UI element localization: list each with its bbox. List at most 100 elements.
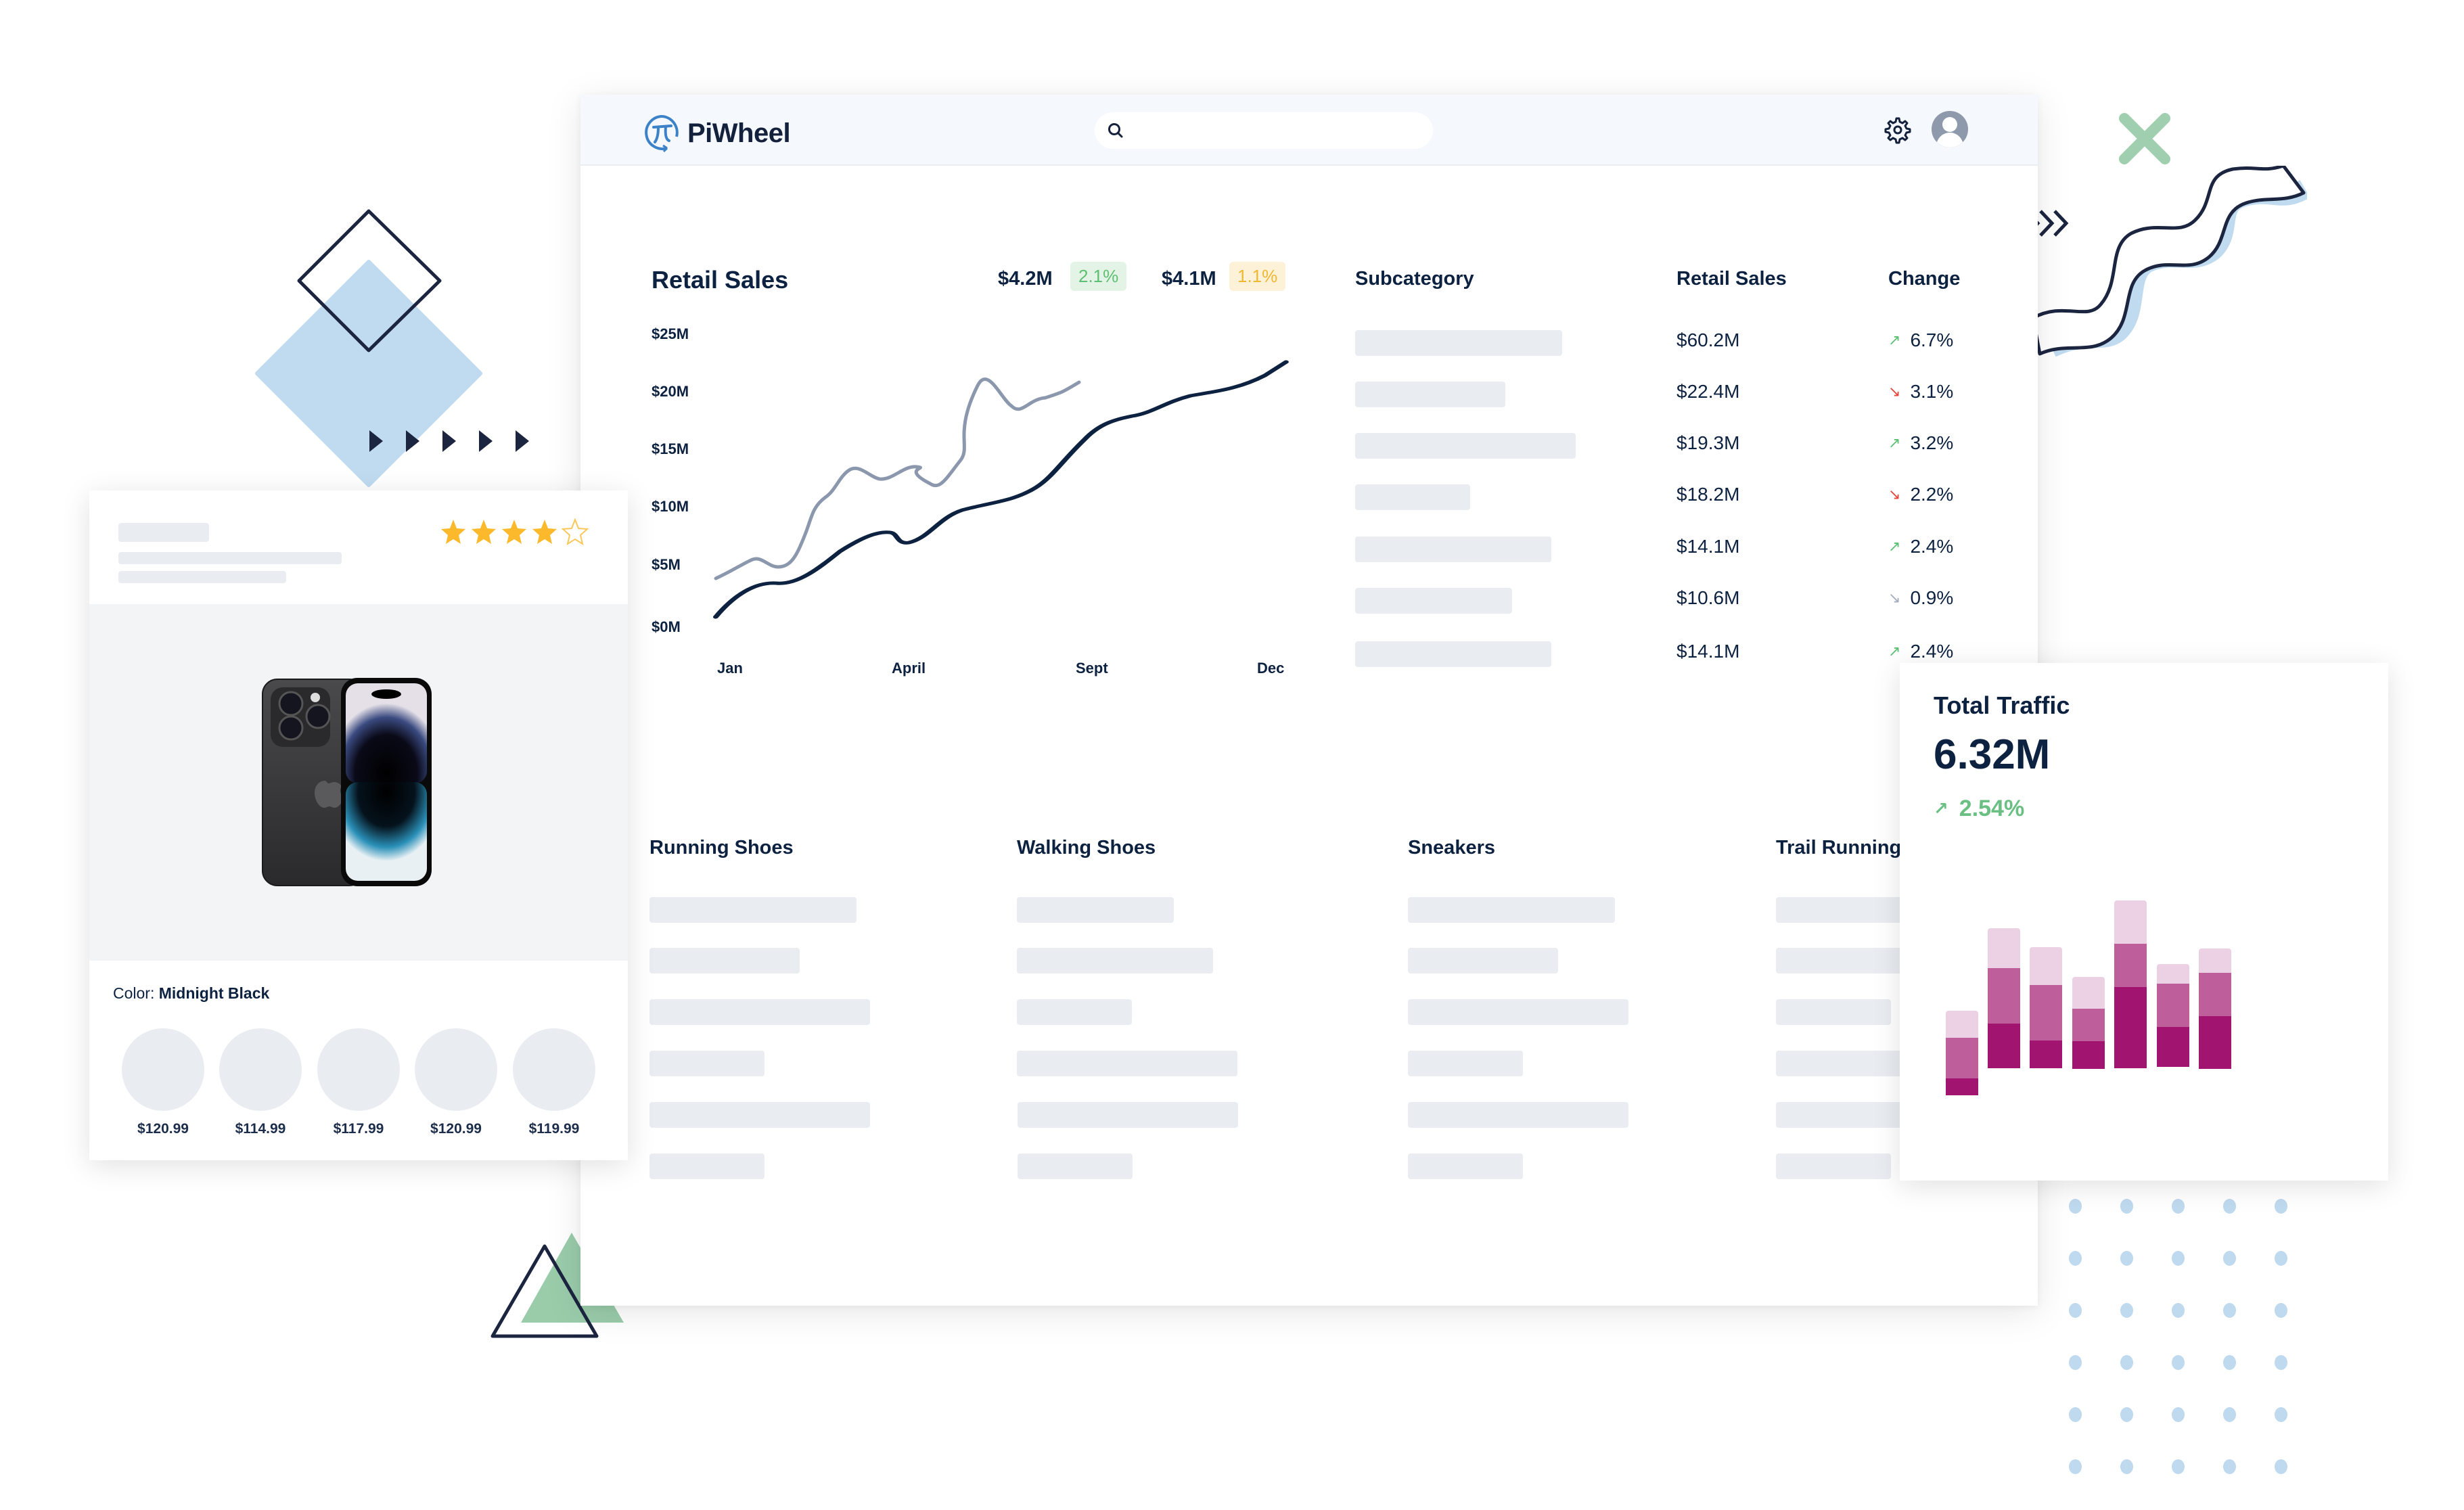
walking-shoes-item-placeholder [1017, 897, 1174, 923]
sneakers-item-placeholder [1408, 999, 1628, 1025]
table-row-2-change: ↘ 3.1% [1888, 381, 1954, 402]
table-row-7-sales: $14.1M [1676, 641, 1740, 662]
search-input[interactable] [1095, 112, 1433, 149]
traffic-bar-3[interactable] [2030, 947, 2062, 1068]
star-filled-icon [472, 520, 496, 544]
trend-down-icon: ↘ [1888, 383, 1901, 400]
running-shoes-item-placeholder [649, 1051, 765, 1076]
kpi-current-value: $4.2M [998, 268, 1053, 290]
table-row-1-subcategory-placeholder [1355, 330, 1562, 356]
user-avatar-icon[interactable] [1932, 111, 1968, 147]
brand-logo[interactable]: PiWheel [643, 114, 791, 153]
trend-up-icon: ↗ [1888, 331, 1901, 348]
traffic-bar-2[interactable] [1988, 928, 2020, 1068]
table-row-4-sales: $18.2M [1676, 484, 1740, 505]
total-traffic-card: Total Traffic 6.32M ↗ 2.54% [1900, 663, 2388, 1181]
decorative-wave-ribbon [2031, 166, 2307, 357]
table-row-5-change: ↗ 2.4% [1888, 536, 1954, 557]
traffic-bar-4[interactable] [2072, 977, 2105, 1069]
star-filled-icon [441, 520, 465, 544]
product-title-placeholder [118, 523, 209, 542]
walking-shoes-item-placeholder [1017, 1051, 1237, 1076]
trend-up-icon: ↗ [1888, 643, 1901, 660]
brand-name: PiWheel [687, 118, 791, 148]
variant-price-1: $120.99 [137, 1121, 189, 1137]
table-row-1-sales: $60.2M [1676, 329, 1740, 350]
col-header-change[interactable]: Change [1888, 268, 1961, 290]
series-current-line [712, 360, 1289, 619]
person-icon [1936, 117, 1964, 147]
walking-shoes-item-placeholder [1018, 1102, 1238, 1128]
product-image-area [89, 604, 628, 961]
trend-down-icon: ↘ [1888, 486, 1901, 503]
table-row-3-sales: $19.3M [1676, 432, 1740, 453]
series-previous-line [714, 378, 1081, 580]
running-shoes-item-placeholder [649, 1102, 870, 1128]
traffic-stacked-bar-chart [1900, 663, 2388, 1181]
sneakers-item-placeholder [1408, 1102, 1628, 1128]
x-tick-april: April [892, 660, 926, 677]
table-row-2-subcategory-placeholder [1355, 382, 1505, 407]
col-header-subcategory[interactable]: Subcategory [1355, 268, 1474, 290]
product-subtitle-placeholder [118, 552, 342, 564]
color-swatch-3[interactable] [317, 1028, 400, 1111]
product-subtitle-placeholder [118, 571, 286, 583]
traffic-bar-1[interactable] [1946, 1011, 1978, 1095]
star-rating[interactable] [438, 518, 594, 547]
table-row-6-sales: $10.6M [1676, 587, 1740, 608]
running-shoes-item-placeholder [649, 948, 800, 974]
y-tick-15m: $15M [652, 440, 689, 457]
decorative-dot-grid [2069, 1199, 2287, 1474]
y-tick-20m: $20M [652, 383, 689, 400]
retail-sales-title: Retail Sales [652, 266, 789, 294]
y-tick-10m: $10M [652, 498, 689, 515]
running-shoes-item-placeholder [649, 1153, 765, 1179]
category-walking-shoes[interactable]: Walking Shoes [1017, 837, 1156, 859]
col-header-retail-sales[interactable]: Retail Sales [1676, 268, 1787, 290]
product-card[interactable]: Color: Midnight Black $120.99 $114.99 $1… [89, 490, 628, 1160]
traffic-bar-7[interactable] [2199, 948, 2231, 1069]
trail-running-item-placeholder [1776, 999, 1891, 1025]
decorative-play-arrows [369, 430, 529, 452]
star-empty-icon [561, 518, 589, 546]
color-swatch-2[interactable] [219, 1028, 302, 1111]
color-swatch-5[interactable] [513, 1028, 595, 1111]
gear-icon[interactable] [1883, 115, 1913, 145]
y-tick-0m: $0M [652, 618, 681, 635]
pi-logo-icon [645, 115, 679, 153]
trend-up-icon: ↗ [1888, 434, 1901, 451]
x-tick-sept: Sept [1076, 660, 1108, 677]
sneakers-item-placeholder [1408, 897, 1615, 923]
table-row-7-change: ↗ 2.4% [1888, 641, 1954, 662]
table-row-6-change: ↘ 0.9% [1888, 587, 1954, 608]
color-swatch-1[interactable] [122, 1028, 204, 1111]
category-sneakers[interactable]: Sneakers [1408, 837, 1495, 859]
variant-price-4: $120.99 [430, 1121, 482, 1137]
kpi-previous-change-badge: 1.1% [1229, 262, 1286, 291]
decorative-x [2119, 113, 2170, 164]
variant-price-5: $119.99 [528, 1121, 580, 1137]
running-shoes-item-placeholder [649, 999, 870, 1025]
x-tick-jan: Jan [717, 660, 743, 677]
phone-product-image[interactable] [261, 674, 433, 888]
table-row-5-subcategory-placeholder [1355, 536, 1551, 562]
kpi-previous-value: $4.1M [1162, 268, 1216, 290]
color-swatch-4[interactable] [415, 1028, 497, 1111]
walking-shoes-item-placeholder [1017, 948, 1213, 974]
category-trail-running[interactable]: Trail Running [1776, 837, 1902, 859]
star-filled-icon [532, 520, 557, 544]
retail-sales-line-chart [712, 360, 1289, 619]
running-shoes-item-placeholder [649, 897, 857, 923]
sneakers-item-placeholder [1408, 948, 1558, 974]
walking-shoes-item-placeholder [1017, 999, 1132, 1025]
traffic-bar-6[interactable] [2157, 964, 2189, 1067]
traffic-bar-5[interactable] [2114, 900, 2147, 1068]
trend-up-icon: ↗ [1934, 798, 1948, 819]
top-navbar: PiWheel [580, 95, 2038, 166]
kpi-current-change-badge: 2.1% [1070, 262, 1127, 291]
variant-price-3: $117.99 [333, 1121, 384, 1137]
star-filled-icon [502, 520, 526, 544]
traffic-title: Total Traffic [1934, 691, 2070, 719]
category-running-shoes[interactable]: Running Shoes [649, 837, 794, 859]
traffic-value: 6.32M [1934, 731, 2051, 778]
